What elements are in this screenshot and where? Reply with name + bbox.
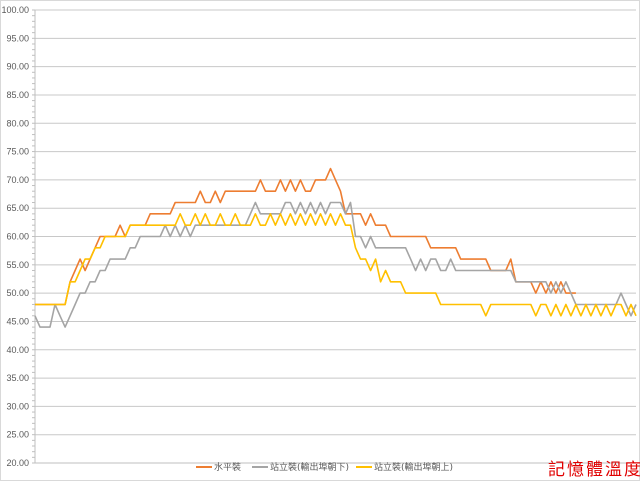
- legend: 水平裝 站立裝(輸出埠朝下) 站立裝(輸出埠朝上): [196, 461, 453, 473]
- y-tick-label: 20.00: [6, 458, 29, 468]
- legend-label-2: 站立裝(輸出埠朝上): [374, 461, 453, 473]
- y-tick-label: 90.00: [6, 62, 29, 72]
- y-tick-label: 75.00: [6, 147, 29, 157]
- y-tick-label: 50.00: [6, 288, 29, 298]
- y-tick-label: 60.00: [6, 232, 29, 242]
- series-line-2: [35, 213, 637, 317]
- watermark-text: 記憶體溫度: [548, 460, 640, 480]
- y-tick-label: 45.00: [6, 316, 29, 326]
- y-tick-label: 70.00: [6, 175, 29, 185]
- y-tick-label: 35.00: [6, 373, 29, 383]
- y-tick-label: 65.00: [6, 203, 29, 213]
- gridlines: [32, 9, 636, 464]
- y-tick-label: 95.00: [6, 33, 29, 43]
- y-tick-label: 100.00: [1, 5, 29, 15]
- y-tick-label: 85.00: [6, 90, 29, 100]
- legend-label-1: 站立裝(輸出埠朝下): [270, 461, 349, 473]
- legend-label-0: 水平裝: [214, 461, 241, 473]
- y-tick-label: 40.00: [6, 345, 29, 355]
- y-tick-label: 30.00: [6, 401, 29, 411]
- series-line-1: [34, 201, 637, 328]
- y-tick-label: 80.00: [6, 118, 29, 128]
- y-tick-label: 25.00: [6, 430, 29, 440]
- y-tick-label: 55.00: [6, 260, 29, 270]
- y-axis-labels: 20.00 25.00 30.00 35.00 40.00 45.00 50.00 55.00…: [1, 5, 29, 468]
- series-lines: [34, 167, 637, 328]
